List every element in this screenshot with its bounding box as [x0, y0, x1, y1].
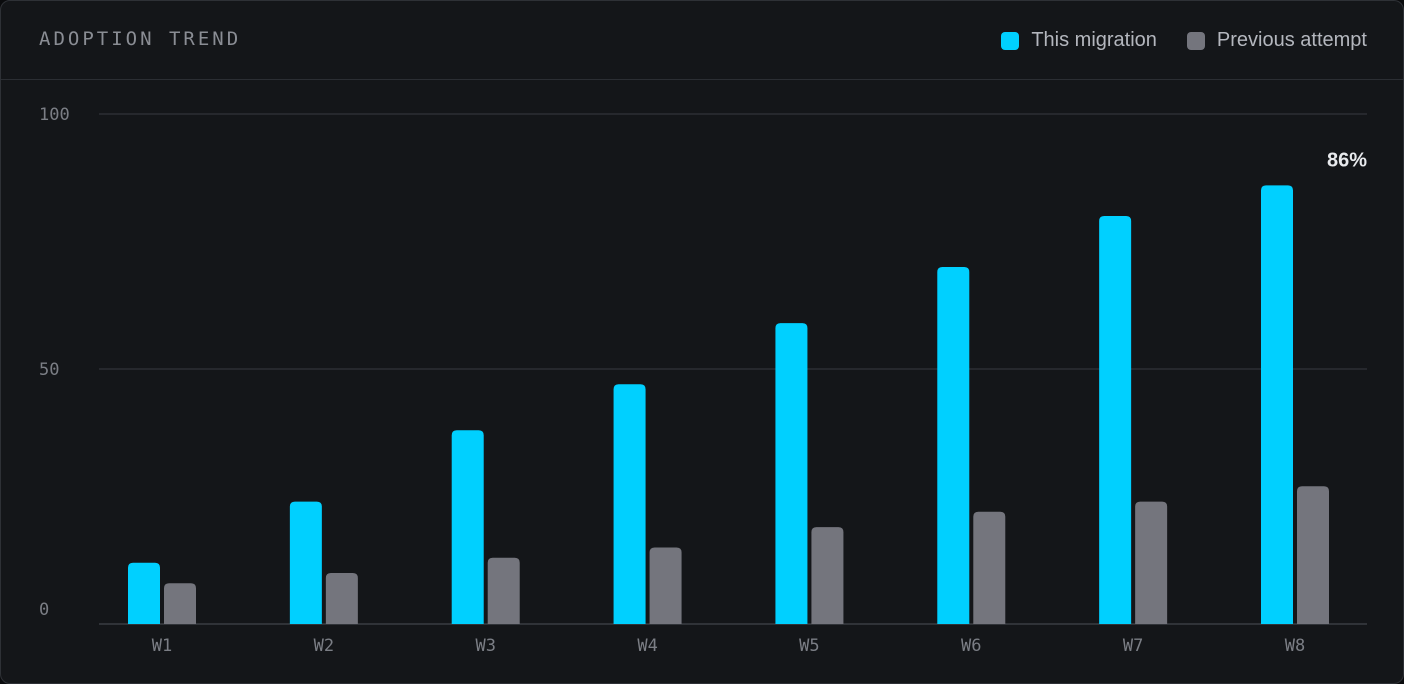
- bar-w4-previous-attempt: [650, 548, 682, 625]
- bar-w5-previous-attempt: [811, 527, 843, 624]
- y-tick-label-50: 50: [39, 360, 59, 380]
- x-tick-label-w5: W5: [799, 636, 819, 656]
- y-tick-label-100: 100: [39, 105, 70, 125]
- card-title: ADOPTION TREND: [39, 28, 241, 50]
- bar-w3-this-migration: [452, 430, 484, 624]
- bar-w1-previous-attempt: [164, 583, 196, 624]
- y-tick-label-0: 0: [39, 600, 49, 620]
- bar-w3-previous-attempt: [488, 558, 520, 624]
- bar-w1-this-migration: [128, 563, 160, 624]
- legend-swatch-previous-attempt: [1187, 32, 1205, 50]
- legend-swatch-this-migration: [1001, 32, 1019, 50]
- card-header: ADOPTION TREND This migration Previous a…: [1, 1, 1403, 80]
- bar-w2-this-migration: [290, 502, 322, 624]
- bar-w5-this-migration: [775, 323, 807, 624]
- x-tick-label-w4: W4: [637, 636, 657, 656]
- chart-legend: This migration Previous attempt: [971, 29, 1367, 52]
- bar-w8-previous-attempt: [1297, 486, 1329, 624]
- bar-w6-previous-attempt: [973, 512, 1005, 624]
- x-tick-label-w1: W1: [152, 636, 172, 656]
- bar-w7-previous-attempt: [1135, 502, 1167, 624]
- adoption-bar-chart: 0 50 100 W1 W2 W3 W4 W5 W6 W7 W8 86%: [1, 81, 1403, 681]
- value-label-w8: 86%: [1327, 149, 1367, 171]
- x-tick-label-w8: W8: [1285, 636, 1305, 656]
- bar-w8-this-migration: [1261, 185, 1293, 624]
- x-tick-label-w2: W2: [314, 636, 334, 656]
- x-tick-label-w6: W6: [961, 636, 981, 656]
- x-tick-label-w7: W7: [1123, 636, 1143, 656]
- bar-w2-previous-attempt: [326, 573, 358, 624]
- x-tick-label-w3: W3: [475, 636, 495, 656]
- legend-label-this-migration: This migration: [1031, 29, 1157, 52]
- bar-w4-this-migration: [614, 384, 646, 624]
- bar-w6-this-migration: [937, 267, 969, 624]
- bar-w7-this-migration: [1099, 216, 1131, 624]
- legend-label-previous-attempt: Previous attempt: [1217, 29, 1367, 52]
- legend-item-this-migration[interactable]: This migration: [1001, 29, 1157, 52]
- legend-item-previous-attempt[interactable]: Previous attempt: [1187, 29, 1367, 52]
